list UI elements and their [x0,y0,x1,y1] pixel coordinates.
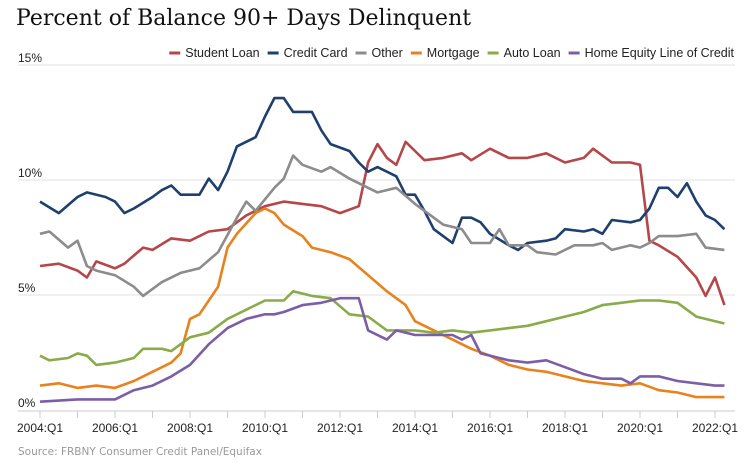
legend-label: Auto Loan [504,46,561,60]
x-tick-label: 2016:Q1 [467,421,513,435]
x-tick-label: 2008:Q1 [167,421,213,435]
source-note: Source: FRBNY Consumer Credit Panel/Equi… [18,446,262,458]
x-tick-label: 2020:Q1 [617,421,663,435]
x-tick-label: 2004:Q1 [17,421,63,435]
x-tick-label: 2014:Q1 [392,421,438,435]
series-line-credit-card [39,96,726,252]
chart-title: Percent of Balance 90+ Days Delinquent [16,6,472,31]
legend-label: Mortgage [427,46,480,60]
legend-label: Other [372,46,403,60]
y-tick-label: 5% [18,281,36,295]
y-tick-label: 15% [18,51,42,65]
series-line-home-equity-line-of-credit [39,296,725,403]
series-line-mortgage [39,207,725,399]
series-line-other [39,154,725,298]
legend-label: Student Loan [185,46,259,60]
x-tick-label: 2010:Q1 [242,421,288,435]
y-tick-label: 0% [18,396,36,410]
y-tick-label: 10% [18,166,42,180]
x-tick-label: 2022:Q1 [692,421,738,435]
series-line-auto-loan [39,290,725,367]
legend-label: Credit Card [284,46,348,60]
x-tick-label: 2006:Q1 [92,421,138,435]
legend-label: Home Equity Line of Credit [585,46,735,60]
x-tick-label: 2018:Q1 [542,421,588,435]
x-tick-label: 2012:Q1 [317,421,363,435]
series-line-student-loan [39,140,726,306]
